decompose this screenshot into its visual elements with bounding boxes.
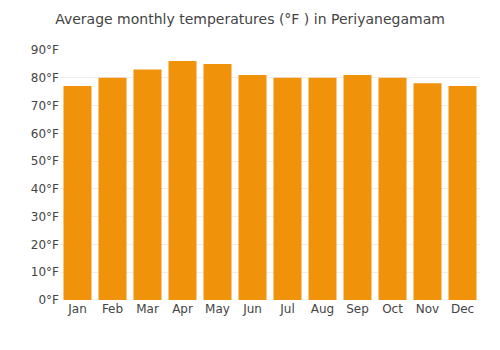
svg-text:Jan: Jan (67, 302, 87, 316)
svg-text:70°F: 70°F (31, 99, 59, 113)
svg-text:0°F: 0°F (38, 293, 59, 307)
svg-text:Oct: Oct (382, 302, 403, 316)
svg-text:90°F: 90°F (31, 43, 59, 57)
svg-text:Jun: Jun (242, 302, 262, 316)
svg-text:Feb: Feb (102, 302, 123, 316)
svg-text:20°F: 20°F (31, 238, 59, 252)
svg-text:80°F: 80°F (31, 71, 59, 85)
svg-text:Jul: Jul (279, 302, 294, 316)
svg-text:Aug: Aug (311, 302, 334, 316)
svg-text:Nov: Nov (416, 302, 439, 316)
svg-text:50°F: 50°F (31, 154, 59, 168)
svg-text:Mar: Mar (136, 302, 159, 316)
svg-text:30°F: 30°F (31, 210, 59, 224)
svg-text:60°F: 60°F (31, 127, 59, 141)
svg-text:10°F: 10°F (31, 265, 59, 279)
svg-text:May: May (205, 302, 230, 316)
svg-text:Apr: Apr (172, 302, 193, 316)
svg-text:Average monthly temperatures (: Average monthly temperatures (°F ) in Pe… (55, 11, 445, 27)
svg-text:40°F: 40°F (31, 182, 59, 196)
svg-text:Dec: Dec (451, 302, 474, 316)
svg-text:Sep: Sep (346, 302, 369, 316)
